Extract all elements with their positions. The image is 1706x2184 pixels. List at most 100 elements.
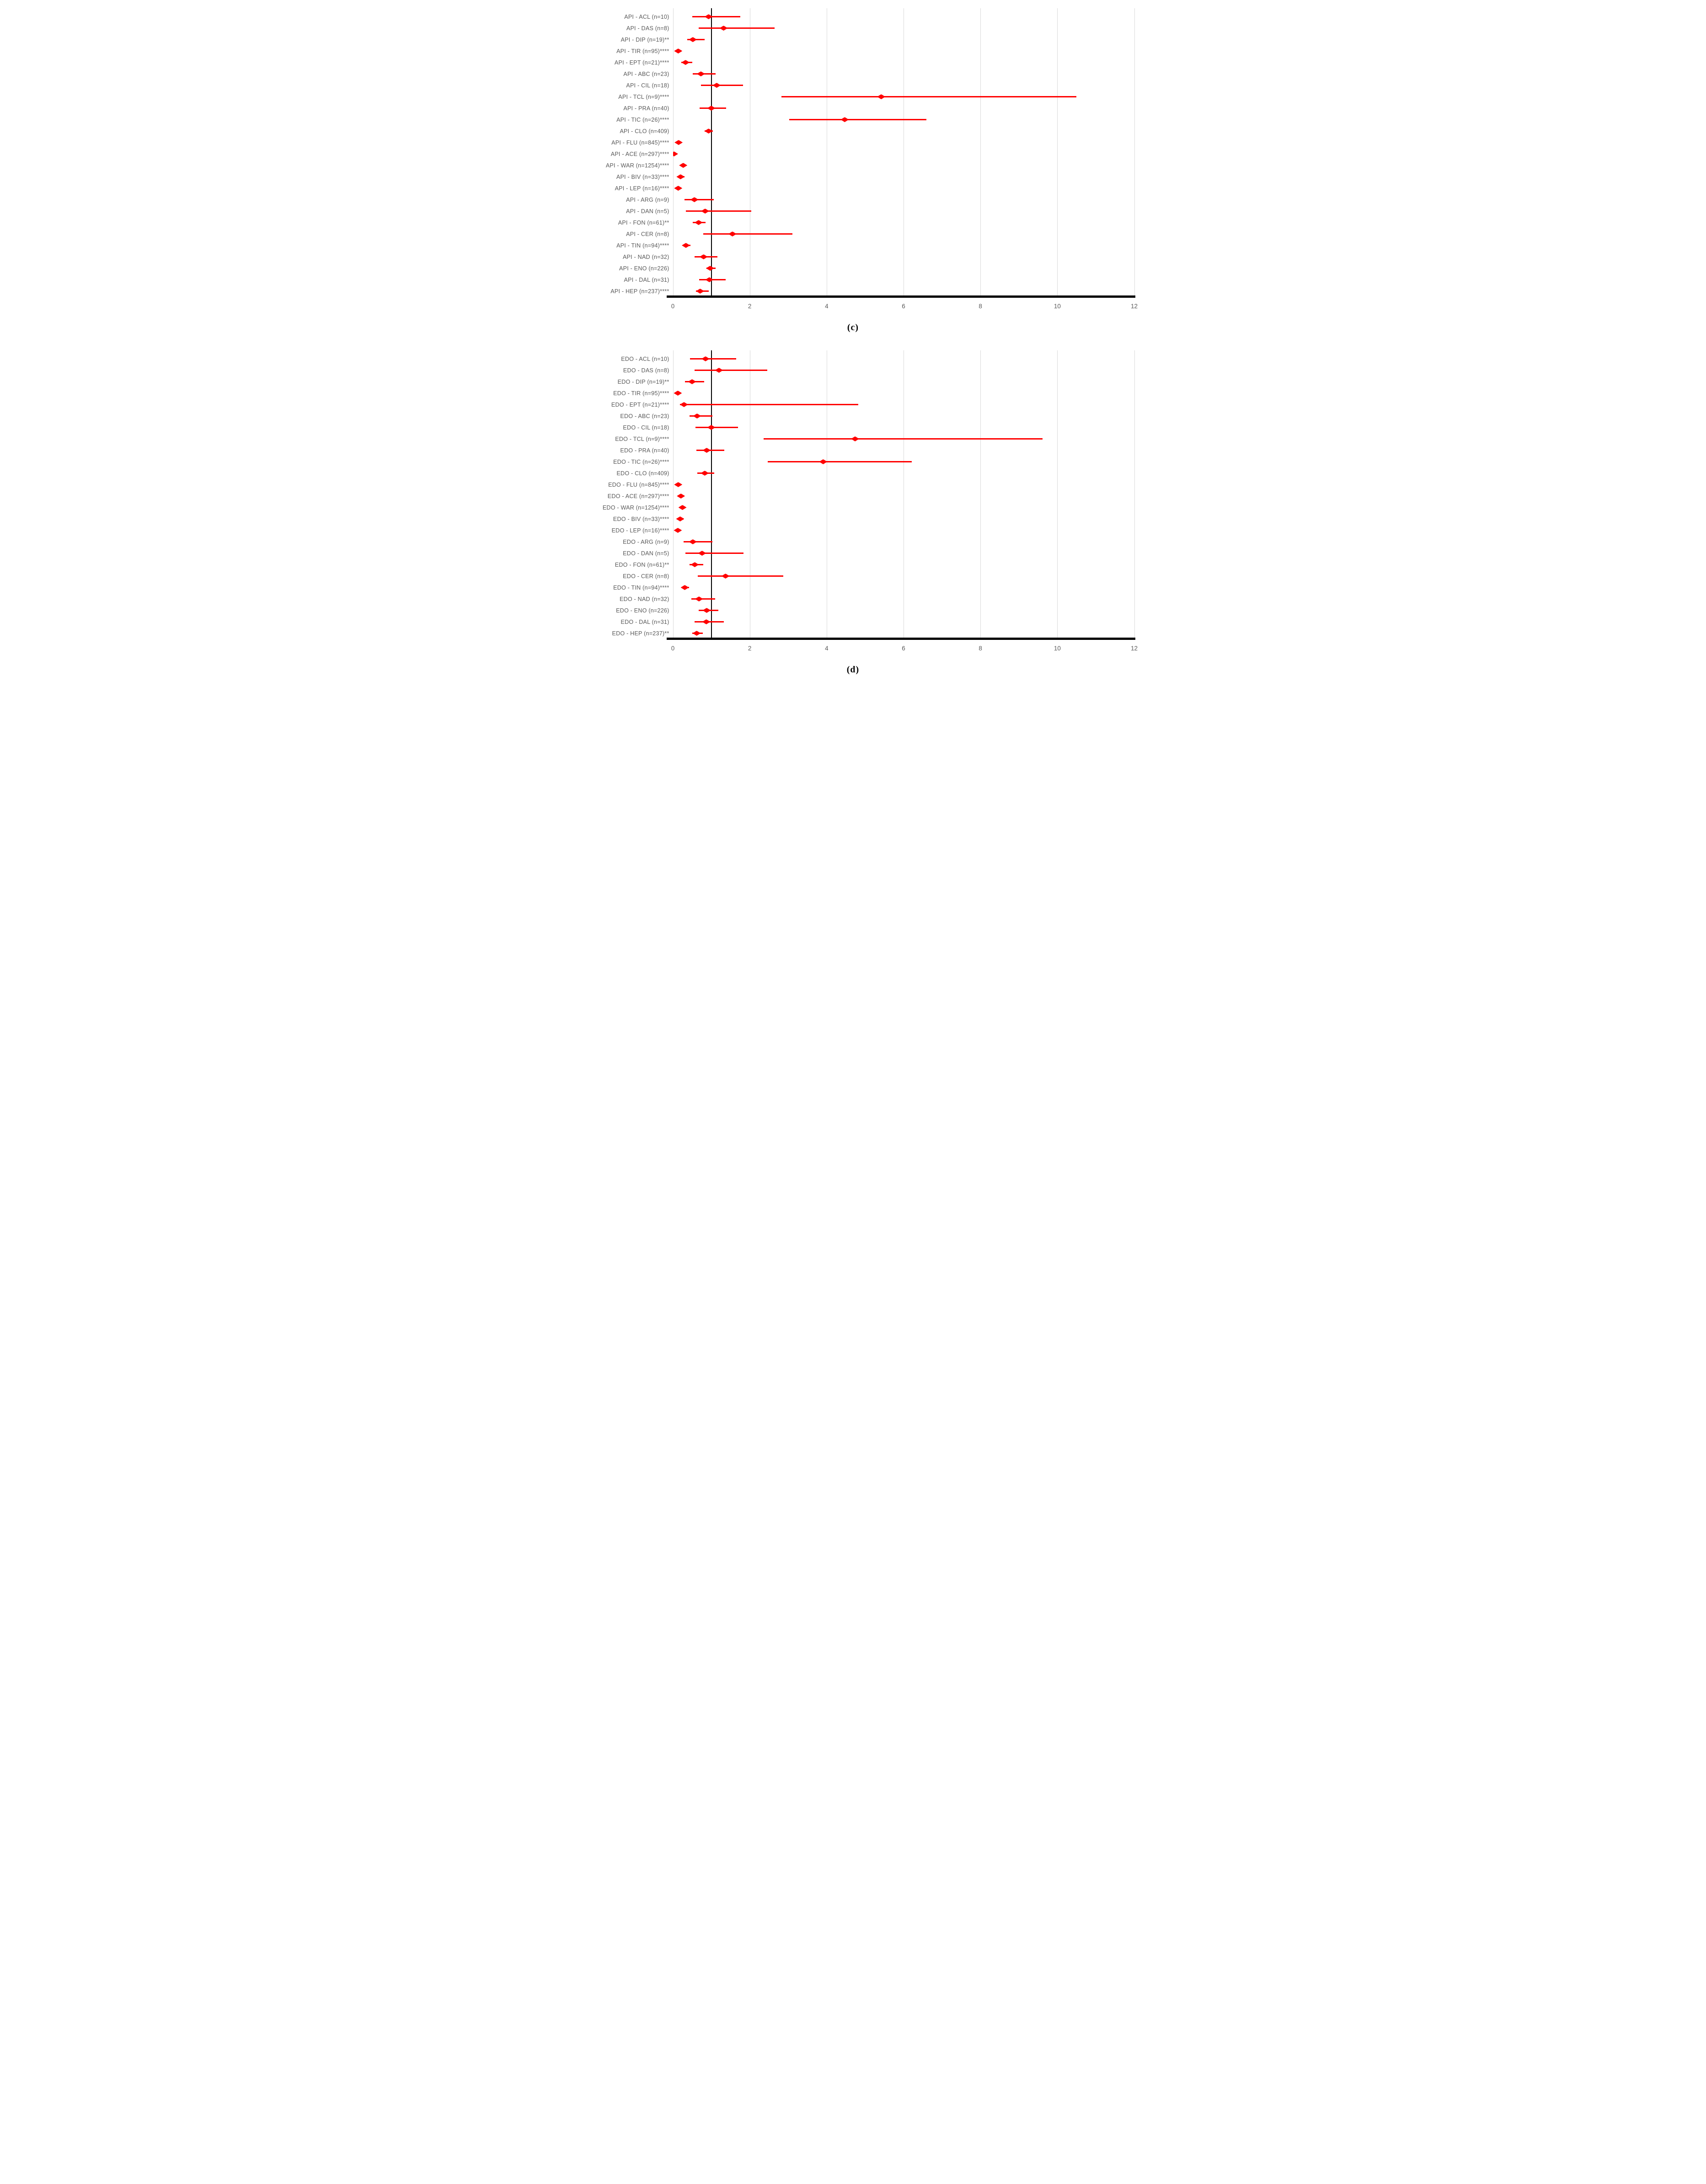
- forest-row: API - DAL (n=31): [569, 274, 1138, 285]
- confidence-interval-line: [684, 199, 714, 200]
- point-estimate-marker: [702, 448, 711, 453]
- x-axis-line: [666, 638, 1135, 640]
- row-track: [673, 502, 1134, 513]
- point-estimate-marker: [678, 505, 687, 510]
- row-label: API - PRA (n=40): [623, 105, 669, 112]
- row-label: EDO - DAN (n=5): [623, 550, 669, 557]
- confidence-interval-line: [679, 404, 858, 405]
- forest-row: EDO - DAN (n=5): [569, 547, 1138, 559]
- axis-spacer: [569, 297, 673, 316]
- forest-row: EDO - CLO (n=409): [569, 467, 1138, 479]
- forest-row: API - PRA (n=40): [569, 102, 1138, 114]
- row-label: API - TCL (n=9)****: [618, 93, 669, 100]
- confidence-interval-line: [763, 438, 1043, 440]
- row-label: API - LEP (n=16)****: [615, 185, 669, 192]
- gridline-x-8: [980, 350, 981, 639]
- forest-row: EDO - CER (n=8): [569, 570, 1138, 582]
- point-estimate-marker: [689, 37, 697, 42]
- forest-row: EDO - DIP (n=19)**: [569, 376, 1138, 387]
- point-estimate-marker: [701, 471, 709, 476]
- point-estimate-marker: [674, 48, 683, 54]
- row-track: [673, 547, 1134, 559]
- forest-row: API - WAR (n=1254)****: [569, 160, 1138, 171]
- row-track: [673, 148, 1134, 160]
- forest-row: API - ACL (n=10): [569, 11, 1138, 22]
- x-axis-tick-label: 8: [979, 645, 982, 652]
- row-label: EDO - EPT (n=21)****: [611, 401, 669, 408]
- forest-row: EDO - ACL (n=10): [569, 353, 1138, 365]
- x-axis-tick-label: 12: [1130, 645, 1138, 652]
- row-label: EDO - ACL (n=10): [621, 355, 669, 362]
- row-label: API - TIR (n=95)****: [616, 48, 669, 54]
- row-label: EDO - FLU (n=845)****: [608, 481, 669, 488]
- point-estimate-marker: [704, 14, 713, 19]
- row-track: [673, 479, 1134, 490]
- forest-row: EDO - ENO (n=226): [569, 605, 1138, 616]
- point-estimate-marker: [674, 140, 683, 145]
- confidence-interval-line: [701, 85, 743, 86]
- confidence-interval-line: [685, 553, 744, 554]
- row-label: EDO - WAR (n=1254)****: [602, 504, 669, 511]
- point-estimate-marker: [674, 186, 683, 191]
- plot-area-d: EDO - ACL (n=10) EDO - DAS (n=8) EDO - DIP…: [569, 349, 1138, 640]
- confidence-interval-line: [692, 16, 740, 17]
- x-axis-tick-label: 6: [902, 303, 905, 310]
- row-label: EDO - TIR (n=95)****: [613, 390, 669, 397]
- row-track: [673, 593, 1134, 605]
- row-track: [673, 616, 1134, 628]
- point-estimate-marker: [702, 619, 711, 624]
- point-estimate-marker: [674, 391, 682, 396]
- row-track: [673, 263, 1134, 274]
- rows-d: EDO - ACL (n=10) EDO - DAS (n=8) EDO - DIP…: [569, 349, 1138, 639]
- forest-row: EDO - BIV (n=33)****: [569, 513, 1138, 525]
- forest-row: EDO - LEP (n=16)****: [569, 525, 1138, 536]
- forest-row: API - DAS (n=8): [569, 22, 1138, 34]
- row-track: [673, 274, 1134, 285]
- row-track: [673, 114, 1134, 125]
- gridline-x-12: [1134, 350, 1135, 639]
- x-axis-tick-label: 2: [748, 303, 752, 310]
- point-estimate-marker: [701, 356, 710, 361]
- forest-row: EDO - TIR (n=95)****: [569, 387, 1138, 399]
- x-axis-line: [666, 295, 1135, 298]
- row-label: API - DIP (n=19)**: [620, 36, 669, 43]
- row-track: [673, 628, 1134, 639]
- row-track: [673, 376, 1134, 387]
- row-label: API - NAD (n=32): [622, 253, 669, 260]
- x-axis-tick-label: 6: [902, 645, 905, 652]
- row-label: EDO - PRA (n=40): [620, 447, 669, 454]
- forest-row: EDO - TIC (n=26)****: [569, 456, 1138, 467]
- point-estimate-marker: [877, 94, 886, 99]
- row-track: [673, 422, 1134, 433]
- point-estimate-marker: [705, 277, 714, 282]
- gridline-x-10: [1057, 350, 1058, 639]
- row-label: API - ENO (n=226): [619, 265, 669, 272]
- row-track: [673, 525, 1134, 536]
- row-track: [673, 559, 1134, 570]
- forest-row: API - CLO (n=409): [569, 125, 1138, 137]
- forest-row: EDO - CIL (n=18): [569, 422, 1138, 433]
- row-track: [673, 182, 1134, 194]
- point-estimate-marker: [676, 174, 685, 179]
- row-label: EDO - TIN (n=94)****: [613, 584, 669, 591]
- point-estimate-marker: [706, 266, 715, 271]
- row-label: EDO - ARG (n=9): [623, 538, 669, 545]
- plot-grid-d: [666, 350, 1135, 640]
- x-axis-ticks-c: 0 2 4 6 8 10 12: [671, 297, 1138, 316]
- row-label: EDO - CLO (n=409): [616, 470, 669, 477]
- forest-row: API - BIV (n=33)****: [569, 171, 1138, 182]
- row-track: [673, 513, 1134, 525]
- row-track: [673, 433, 1134, 445]
- row-track: [673, 45, 1134, 57]
- forest-row: API - CIL (n=18): [569, 80, 1138, 91]
- row-track: [673, 125, 1134, 137]
- row-label: EDO - BIV (n=33)****: [613, 515, 669, 522]
- row-label: EDO - TCL (n=9)****: [615, 435, 669, 442]
- forest-row: API - HEP (n=237)****: [569, 285, 1138, 297]
- row-label: EDO - FON (n=61)**: [615, 561, 669, 568]
- forest-row: API - TIN (n=94)****: [569, 240, 1138, 251]
- forest-row: EDO - HEP (n=237)**: [569, 628, 1138, 639]
- point-estimate-marker: [682, 243, 690, 248]
- point-estimate-marker: [674, 528, 682, 533]
- row-track: [673, 582, 1134, 593]
